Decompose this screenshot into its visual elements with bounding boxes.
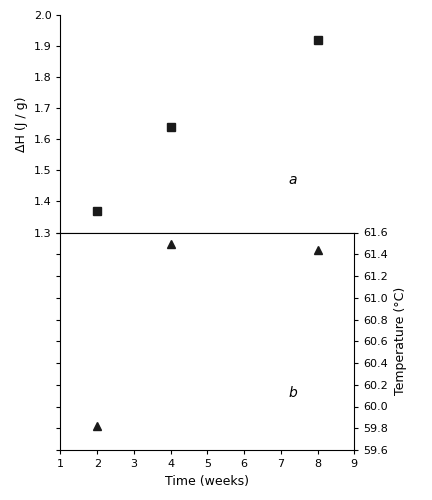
Y-axis label: ΔH (J / g): ΔH (J / g) xyxy=(15,96,28,152)
Text: b: b xyxy=(288,386,297,400)
Y-axis label: Temperature (°C): Temperature (°C) xyxy=(394,287,407,396)
X-axis label: Time (weeks): Time (weeks) xyxy=(165,474,249,488)
Text: a: a xyxy=(288,172,297,186)
